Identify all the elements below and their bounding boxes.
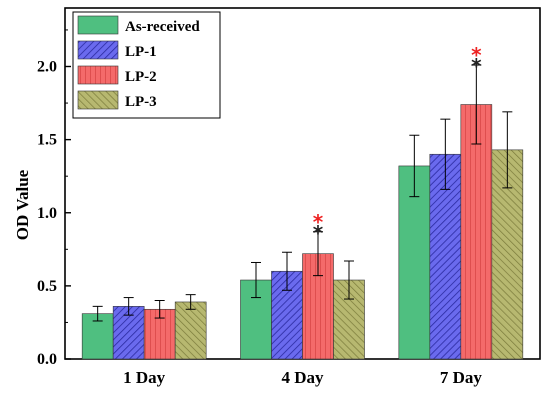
y-tick-label: 2.0 <box>37 59 57 76</box>
legend-label: LP-2 <box>125 69 157 85</box>
legend-swatch <box>77 90 119 110</box>
legend-swatch <box>77 40 119 60</box>
x-category-label: 7 Day <box>440 368 483 387</box>
x-category-label: 1 Day <box>123 368 166 387</box>
significance-star: * <box>471 43 482 67</box>
bar-as-received <box>398 165 431 360</box>
legend-label: LP-1 <box>125 44 157 60</box>
legend-swatch <box>77 15 119 35</box>
significance-star: * <box>313 210 324 234</box>
x-category-label: 4 Day <box>281 368 324 387</box>
significance-star: * <box>471 54 482 78</box>
legend-label: LP-3 <box>125 94 157 110</box>
y-tick-label: 1.0 <box>37 205 57 222</box>
bar-lp-3 <box>174 301 207 360</box>
bar-lp-2 <box>460 104 493 360</box>
legend-swatch <box>77 65 119 85</box>
y-axis-title: OD Value <box>13 169 32 240</box>
significance-star: * <box>313 221 324 245</box>
y-tick-label: 1.5 <box>37 132 57 149</box>
y-tick-label: 0.0 <box>37 351 57 368</box>
legend-label: As-received <box>125 19 200 35</box>
y-tick-label: 0.5 <box>37 278 57 295</box>
